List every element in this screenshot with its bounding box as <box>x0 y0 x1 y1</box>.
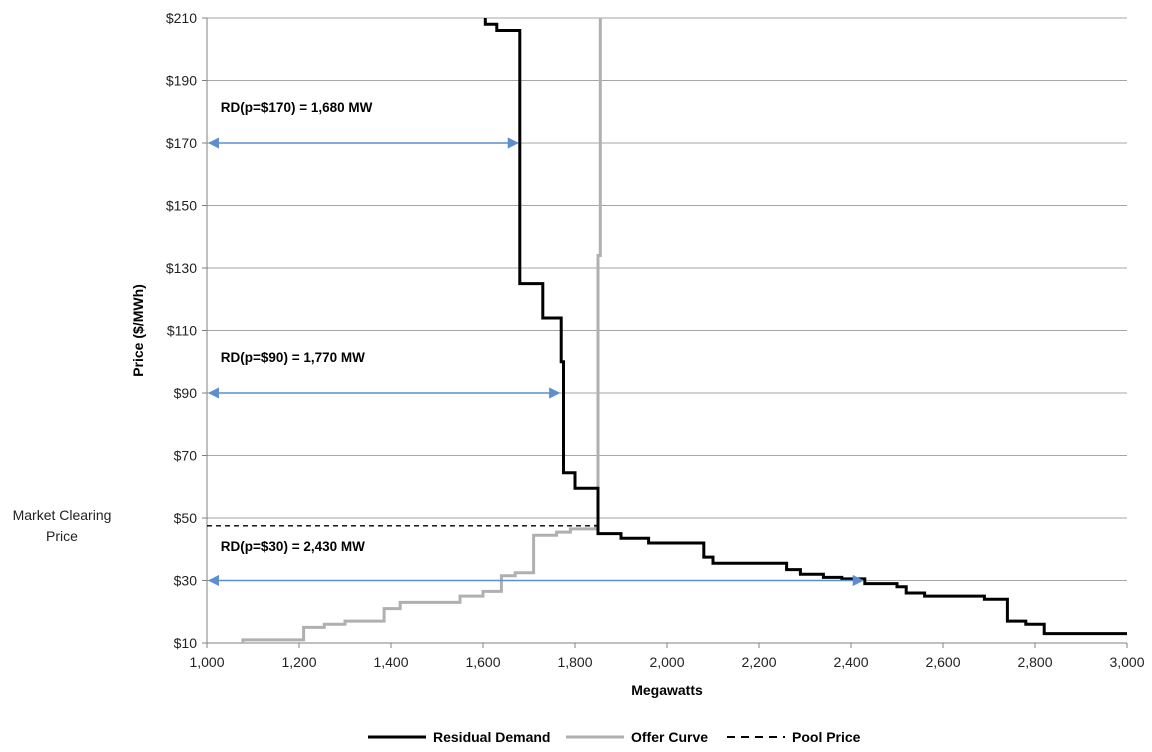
y-tick-label: $70 <box>174 448 198 464</box>
y-tick-label: $190 <box>166 73 197 89</box>
x-tick-label: 3,000 <box>1109 654 1144 670</box>
y-tick-label: $170 <box>166 135 197 151</box>
x-axis-title: Megawatts <box>631 682 703 698</box>
y-tick-label: $10 <box>174 635 198 651</box>
x-tick-label: 2,800 <box>1017 654 1052 670</box>
y-tick-label: $50 <box>174 510 198 526</box>
annotation-label: RD(p=$90) = 1,770 MW <box>221 350 365 365</box>
x-tick-label: 1,600 <box>465 654 500 670</box>
annotation-label: RD(p=$170) = 1,680 MW <box>221 100 373 115</box>
x-tick-label: 2,200 <box>741 654 776 670</box>
y-tick-label: $110 <box>167 323 197 339</box>
market-clearing-label-line1: Market Clearing <box>13 507 112 523</box>
y-tick-label: $130 <box>166 260 197 276</box>
legend-label: Offer Curve <box>631 729 708 745</box>
annotation-label: RD(p=$30) = 2,430 MW <box>221 539 365 554</box>
x-tick-label: 2,600 <box>925 654 960 670</box>
y-tick-label: $150 <box>166 198 197 214</box>
market-clearing-label-line2: Price <box>46 528 78 544</box>
x-axis-ticks: 1,000 1,200 1,400 1,600 1,800 2,000 2,200 2,400… <box>189 643 1145 670</box>
x-tick-label: 2,000 <box>649 654 684 670</box>
x-tick-label: 2,400 <box>833 654 868 670</box>
legend: Residual Demand Offer Curve Pool Price <box>368 729 861 745</box>
series-residual-demand-line <box>483 18 1127 636</box>
series-layer <box>207 18 1127 643</box>
y-tick-label: $30 <box>174 573 198 589</box>
series-offer-curve-line <box>241 18 602 643</box>
y-axis-ticks: $10 $30 $50 $70 $90 $110 $130 $150 $170 $190 $210 <box>166 10 207 651</box>
legend-label: Residual Demand <box>433 729 550 745</box>
x-tick-label: 1,400 <box>373 654 408 670</box>
y-tick-label: $210 <box>166 10 197 26</box>
legend-label: Pool Price <box>792 729 861 745</box>
y-tick-label: $90 <box>174 385 198 401</box>
y-axis-title: Price ($/MWh) <box>130 284 146 377</box>
annotation-layer: RD(p=$170) = 1,680 MW RD(p=$90) = 1,770 M… <box>207 100 864 587</box>
x-tick-label: 1,800 <box>557 654 592 670</box>
x-tick-label: 1,000 <box>189 654 224 670</box>
x-tick-label: 1,200 <box>281 654 316 670</box>
